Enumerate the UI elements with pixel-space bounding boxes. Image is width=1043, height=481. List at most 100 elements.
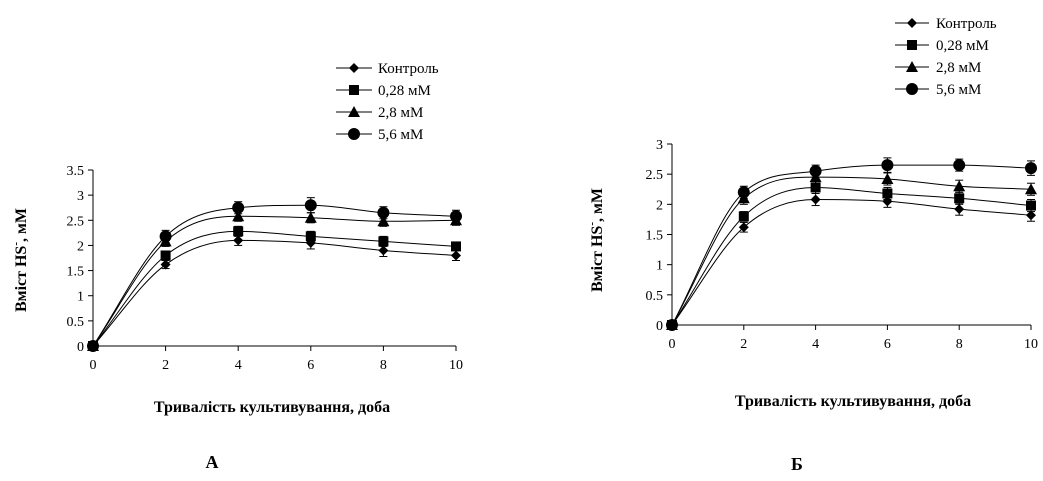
x-tick-label: 6	[884, 337, 891, 352]
legend-entry: 2,8 мМ	[336, 105, 423, 121]
panel-label: А	[206, 452, 219, 472]
y-tick-label: 2	[656, 198, 663, 213]
y-axis-title-superscript: -	[10, 242, 22, 246]
x-tick-label: 0	[669, 337, 676, 352]
data-point-triangle	[881, 172, 894, 184]
data-point-square	[954, 193, 965, 204]
y-tick-label: 0.5	[67, 315, 85, 330]
series-1	[667, 192, 1036, 330]
y-tick-label: 3.5	[67, 164, 85, 179]
legend-marker-diamond	[349, 63, 359, 73]
series-line	[92, 230, 457, 347]
data-point-circle	[737, 186, 750, 199]
y-tick-label: 1	[656, 259, 663, 274]
data-point-triangle	[377, 215, 390, 227]
x-tick-label: 6	[307, 358, 314, 373]
y-axis-title-unit: , мМ	[589, 188, 606, 222]
legend-marker-triangle	[906, 61, 918, 72]
data-point-diamond	[451, 250, 461, 261]
legend-label: 2,8 мМ	[936, 60, 981, 76]
y-axis-title-unit: , мМ	[13, 208, 30, 242]
legend-marker-square	[349, 85, 359, 95]
x-axis-title: Тривалість культивування, доба	[154, 399, 390, 416]
legend-marker-circle	[348, 128, 360, 140]
data-point-diamond	[810, 194, 821, 205]
data-point-circle	[809, 165, 822, 178]
series-line	[671, 186, 1032, 326]
legend-entry: 5,6 мМ	[895, 82, 981, 98]
series-2	[667, 180, 1036, 330]
data-point-circle	[87, 340, 99, 352]
y-tick-label: 2.5	[67, 214, 85, 229]
legend-entry: Контроль	[895, 16, 997, 32]
x-tick-label: 10	[449, 358, 463, 373]
data-point-triangle	[1025, 183, 1037, 195]
data-point-circle	[666, 319, 678, 331]
data-point-diamond	[954, 204, 965, 215]
data-point-diamond	[233, 235, 244, 246]
legend-marker-triangle	[348, 106, 360, 117]
y-tick-label: 3	[656, 138, 663, 153]
legend-marker-diamond	[907, 18, 917, 28]
data-point-triangle	[232, 210, 245, 222]
data-point-triangle	[304, 211, 317, 223]
series-3	[666, 170, 1037, 330]
legend-entry: 5,6 мМ	[336, 127, 423, 143]
x-tick-label: 8	[956, 337, 963, 352]
data-point-square	[810, 182, 821, 193]
series-4	[666, 157, 1037, 331]
series-line	[92, 204, 457, 347]
data-point-diamond	[378, 245, 389, 256]
y-tick-label: 2	[77, 239, 84, 254]
legend-label: Контроль	[936, 16, 997, 32]
x-tick-label: 8	[380, 358, 387, 373]
data-point-diamond	[882, 196, 893, 207]
y-axis-title-superscript: -	[586, 222, 598, 226]
legend-label: 0,28 мМ	[936, 38, 989, 54]
data-point-square	[233, 226, 244, 237]
series-line	[92, 239, 457, 347]
legend-marker-square	[907, 40, 917, 50]
legend-entry: Контроль	[336, 61, 439, 77]
y-tick-label: 0.5	[646, 289, 664, 304]
data-point-circle	[304, 199, 317, 212]
data-point-square	[451, 241, 461, 252]
data-point-triangle	[953, 180, 966, 192]
legend-entry: 0,28 мМ	[895, 38, 989, 54]
series-2	[88, 225, 461, 351]
chart-panel-a: 0 0.5 1 1.5 2 2.5 3 3.5 0 2 4 6 8 10 Тривалість культи…	[10, 61, 463, 472]
x-tick-label: 4	[235, 358, 242, 373]
series-line	[671, 199, 1032, 326]
y-tick-label: 0	[656, 319, 663, 334]
y-tick-label: 2.5	[646, 168, 664, 183]
data-point-square	[160, 250, 171, 261]
legend-label: 2,8 мМ	[378, 105, 423, 121]
data-point-diamond	[738, 222, 749, 233]
chart-panel-b: 0 0.5 1 1.5 2 2.5 3 0 2 4 6 8 10 Тривалість культивув…	[586, 16, 1038, 474]
data-point-square	[882, 188, 893, 199]
series-line	[671, 164, 1032, 326]
x-tick-label: 4	[812, 337, 819, 352]
data-point-circle	[1025, 162, 1037, 175]
legend-label: 0,28 мМ	[378, 83, 431, 99]
series-4	[87, 197, 462, 352]
y-tick-label: 1	[77, 290, 84, 305]
x-tick-label: 2	[162, 358, 169, 373]
x-axis-title: Тривалість культивування, доба	[735, 393, 971, 410]
y-tick-label: 1.5	[67, 265, 85, 280]
data-point-square	[305, 231, 316, 242]
x-tick-label: 2	[740, 337, 747, 352]
data-point-circle	[881, 159, 894, 172]
data-point-square	[738, 211, 749, 222]
data-point-square	[378, 236, 389, 247]
x-tick-label: 0	[90, 358, 97, 373]
data-point-square	[1026, 200, 1036, 211]
panel-label: Б	[791, 454, 803, 474]
y-tick-label: 3	[77, 189, 84, 204]
data-point-circle	[232, 201, 245, 214]
y-tick-label: 1.5	[646, 229, 664, 244]
legend-entry: 0,28 мМ	[336, 83, 431, 99]
data-point-circle	[450, 210, 462, 223]
legend-entry: 2,8 мМ	[895, 60, 981, 76]
